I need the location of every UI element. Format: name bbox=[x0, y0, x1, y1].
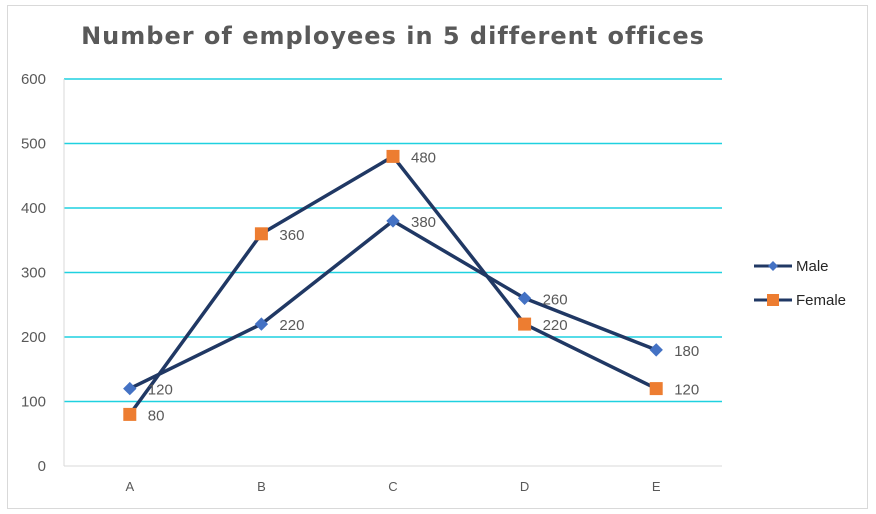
legend-label-male: Male bbox=[796, 258, 829, 275]
marker-male bbox=[649, 343, 663, 357]
data-label: 120 bbox=[674, 382, 699, 399]
marker-male bbox=[517, 291, 532, 306]
data-label: 220 bbox=[543, 317, 568, 334]
legend-marker-diamond bbox=[768, 261, 778, 271]
data-label: 380 bbox=[411, 214, 436, 231]
y-tick-label: 200 bbox=[21, 329, 46, 346]
marker-male bbox=[254, 317, 269, 331]
chart-area bbox=[7, 5, 868, 509]
data-label: 260 bbox=[543, 291, 568, 308]
chart-title: Number of employees in 5 different offic… bbox=[81, 22, 705, 50]
data-label: 80 bbox=[148, 407, 165, 424]
marker-male bbox=[123, 381, 137, 396]
data-label: 220 bbox=[279, 317, 304, 334]
marker-female bbox=[649, 382, 663, 396]
x-tick-label: C bbox=[388, 479, 397, 494]
legend-label-female: Female bbox=[796, 292, 846, 309]
y-axis-tick-labels: 0 100 200 300 400 500 600 bbox=[21, 71, 46, 475]
gridlines bbox=[63, 78, 722, 467]
data-label: 120 bbox=[148, 382, 173, 399]
marker-male bbox=[386, 214, 400, 228]
x-tick-label: D bbox=[520, 479, 529, 494]
legend-marker-square bbox=[767, 294, 779, 306]
y-tick-label: 400 bbox=[21, 200, 46, 217]
series-line-female bbox=[128, 154, 657, 416]
x-tick-label: A bbox=[125, 479, 134, 494]
y-tick-label: 500 bbox=[21, 136, 46, 153]
marker-female bbox=[254, 227, 268, 241]
series-markers bbox=[123, 149, 663, 421]
marker-female bbox=[518, 317, 532, 331]
x-axis-tick-labels: A B C D E bbox=[125, 479, 660, 494]
y-tick-label: 100 bbox=[21, 394, 46, 411]
series-lines bbox=[128, 154, 657, 416]
x-tick-label: E bbox=[652, 479, 661, 494]
y-tick-label: 0 bbox=[38, 458, 46, 475]
data-label: 180 bbox=[674, 343, 699, 360]
y-tick-label: 300 bbox=[21, 265, 46, 282]
data-label: 480 bbox=[411, 149, 436, 166]
x-tick-label: B bbox=[257, 479, 266, 494]
legend: Male Female bbox=[754, 258, 846, 309]
marker-female bbox=[386, 149, 400, 163]
marker-female bbox=[123, 407, 137, 421]
data-labels: 120 220 380 260 180 80 360 480 220 120 bbox=[148, 149, 699, 424]
y-tick-label: 600 bbox=[21, 71, 46, 88]
data-label: 360 bbox=[279, 227, 304, 244]
